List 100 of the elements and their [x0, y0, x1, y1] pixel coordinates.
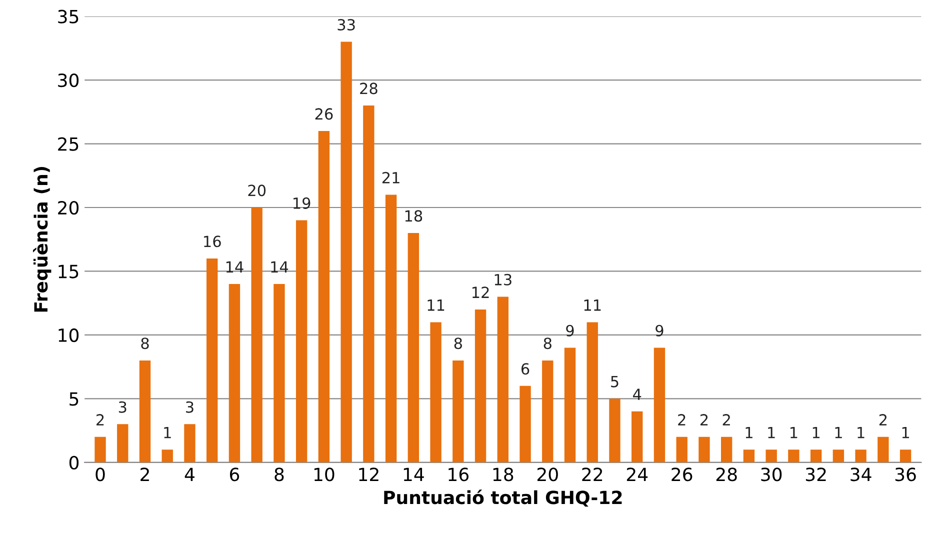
bar [810, 450, 822, 462]
bar [632, 411, 643, 462]
bar [251, 207, 262, 462]
bar [385, 194, 397, 462]
x-tick-label: 4 [184, 468, 194, 481]
data-label: 1 [790, 427, 798, 438]
bar [340, 42, 352, 462]
bar [698, 436, 710, 462]
data-label: 11 [584, 300, 601, 311]
y-tick-label: 0 [69, 456, 79, 470]
x-tick-label: 34 [850, 468, 872, 482]
y-axis-title: Freqüència (n) [33, 166, 52, 312]
data-label: 2 [678, 414, 686, 426]
data-label: 2 [96, 414, 104, 426]
data-label: 2 [722, 414, 730, 426]
data-label: 8 [141, 338, 149, 350]
data-label: 33 [338, 18, 355, 31]
y-tick-label: 5 [70, 392, 78, 406]
bar [206, 258, 218, 462]
data-label: 6 [521, 363, 530, 375]
x-tick-label: 22 [582, 468, 602, 481]
bar [363, 106, 374, 462]
data-label: 8 [544, 338, 552, 350]
data-label: 1 [746, 427, 752, 438]
data-label: 14 [271, 261, 288, 272]
data-label: 12 [472, 286, 489, 298]
data-label: 1 [858, 427, 864, 438]
data-label: 1 [902, 427, 909, 438]
x-tick-label: 6 [230, 468, 240, 482]
bar [586, 322, 598, 462]
bar [296, 220, 308, 462]
x-tick-label: 30 [761, 468, 782, 482]
bar [408, 232, 420, 462]
x-tick-label: 2 [140, 468, 149, 481]
x-tick-label: 26 [672, 468, 692, 482]
x-tick-label: 16 [448, 468, 469, 482]
y-tick-label: 20 [58, 200, 79, 215]
y-tick-label: 35 [58, 10, 78, 24]
bar [743, 450, 755, 462]
y-tick-label: 10 [58, 328, 79, 342]
data-label: 14 [226, 261, 244, 272]
data-label: 4 [633, 388, 642, 400]
data-label: 16 [204, 236, 221, 248]
bar [452, 360, 464, 462]
data-label: 1 [768, 427, 775, 438]
bar [878, 436, 889, 462]
data-label: 9 [656, 324, 664, 336]
x-tick-label: 0 [96, 468, 105, 482]
data-label: 28 [360, 82, 378, 94]
bar [855, 450, 866, 462]
data-label: 18 [405, 210, 422, 222]
bar [117, 424, 128, 462]
data-label: 2 [700, 414, 708, 426]
x-tick-label: 24 [626, 468, 648, 481]
bar [430, 322, 442, 462]
x-tick-label: 28 [716, 468, 737, 482]
data-label: 13 [494, 274, 512, 286]
y-tick-label: 30 [58, 74, 79, 88]
data-label: 3 [186, 401, 194, 413]
bar [721, 436, 732, 462]
y-tick-label: 15 [58, 264, 78, 278]
bar [318, 131, 330, 462]
bar [228, 284, 240, 462]
data-label: 26 [315, 108, 333, 120]
bar [832, 450, 844, 462]
x-axis-title: Puntuació total GHQ-12 [384, 490, 622, 507]
data-label: 20 [248, 184, 266, 196]
bar [94, 436, 106, 462]
x-tick-label: 12 [359, 468, 378, 481]
x-tick-label: 18 [493, 468, 514, 482]
bar [900, 450, 912, 462]
data-label: 5 [611, 376, 618, 388]
data-label: 9 [566, 324, 574, 336]
bar [162, 450, 173, 462]
data-label: 1 [164, 427, 171, 438]
x-tick-label: 8 [274, 468, 284, 482]
bar [609, 398, 620, 462]
bar [474, 309, 486, 462]
bar [676, 436, 688, 462]
bar [520, 386, 531, 462]
x-tick-label: 10 [314, 468, 334, 482]
data-label: 1 [812, 427, 820, 438]
data-label: 2 [879, 414, 887, 426]
data-label: 19 [294, 197, 310, 209]
bar [766, 450, 777, 462]
bar [274, 284, 285, 462]
x-tick-label: 36 [895, 468, 916, 482]
x-tick-label: 32 [806, 468, 826, 482]
x-tick-label: 14 [404, 468, 424, 481]
data-label: 3 [118, 401, 126, 413]
data-label: 21 [382, 172, 400, 184]
bar [654, 348, 666, 462]
bar [564, 348, 576, 462]
bar [788, 450, 800, 462]
data-label: 11 [428, 300, 444, 311]
bar [184, 424, 196, 462]
y-tick-label: 25 [58, 137, 78, 151]
data-label: 1 [835, 427, 842, 438]
bar [139, 360, 151, 462]
x-tick-label: 20 [537, 468, 558, 482]
